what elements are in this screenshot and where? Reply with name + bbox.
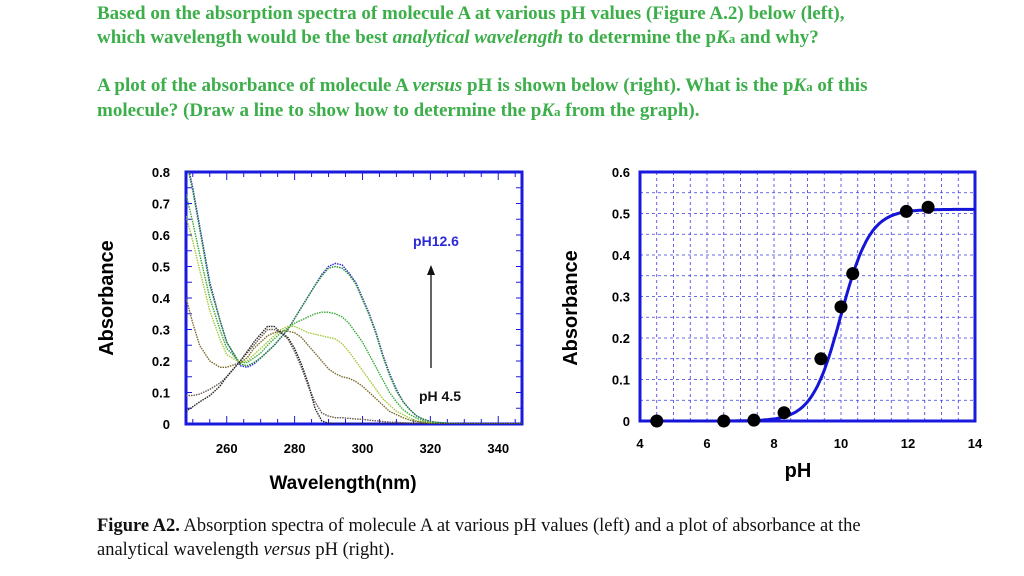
question-2: A plot of the absorbance of molecule A v… — [97, 74, 997, 124]
spectrum-line — [188, 172, 522, 424]
pka-k: K — [793, 75, 807, 96]
caption-text: analytical wavelength — [97, 540, 264, 560]
x-tick-label: 340 — [487, 441, 509, 456]
plot-frame — [638, 170, 977, 423]
right-ylabel: Absorbance — [560, 250, 582, 366]
x-tick-label: 6 — [703, 436, 710, 451]
right-xlabel: pH — [785, 460, 812, 482]
question-1-italic: analytical wavelength — [392, 27, 564, 48]
y-tick-label: 0.5 — [612, 207, 630, 222]
pka-a: a — [728, 31, 736, 46]
question-1-text: which wavelength would be the best — [97, 27, 393, 48]
question-2-text: of this — [812, 75, 868, 96]
data-point — [777, 406, 791, 420]
pka-k: K — [541, 100, 555, 121]
caption-text: pH (right). — [310, 540, 395, 560]
y-tick-label: 0.5 — [152, 260, 170, 275]
data-point — [717, 414, 731, 428]
arrow-head-icon — [427, 265, 435, 275]
question-2-text: from the graph). — [560, 100, 700, 121]
x-tick-label: 12 — [901, 436, 915, 451]
x-tick-label: 300 — [352, 441, 374, 456]
y-tick-label: 0.3 — [612, 290, 630, 305]
data-point — [834, 300, 848, 314]
y-tick-label: 0 — [163, 417, 170, 432]
y-tick-label: 0.1 — [152, 386, 170, 401]
annotation-ph-low: pH 4.5 — [419, 388, 461, 404]
y-tick-label: 0.2 — [612, 331, 630, 346]
spectrum-line — [188, 172, 522, 424]
y-tick-label: 0.8 — [152, 165, 170, 180]
question-1-text: and why? — [735, 27, 819, 48]
data-point — [814, 352, 828, 366]
pka-a: a — [806, 79, 813, 94]
plot-frame — [184, 170, 524, 426]
question-2-text: molecule? (Draw a line to show how to de… — [97, 100, 542, 121]
caption-text: Absorption spectra of molecule A at vari… — [179, 516, 861, 536]
x-tick-label: 8 — [770, 436, 777, 451]
pka-a: a — [554, 104, 561, 119]
y-tick-label: 0.6 — [152, 228, 170, 243]
spectrum-line — [186, 328, 522, 424]
data-point — [921, 200, 935, 214]
question-2-italic: versus — [412, 75, 463, 96]
y-tick-label: 0.2 — [152, 354, 170, 369]
left-ylabel: Absorbance — [96, 240, 118, 356]
spectrum-line — [186, 325, 522, 424]
y-tick-label: 0.4 — [612, 248, 631, 263]
x-tick-label: 280 — [284, 441, 306, 456]
question-2-text: pH is shown below (right). What is the p — [462, 75, 794, 96]
spectrum-line — [186, 193, 522, 424]
x-tick-label: 4 — [636, 436, 644, 451]
pka-k: K — [716, 27, 729, 48]
data-point — [846, 267, 860, 281]
question-1-text: to determine the p — [563, 27, 717, 48]
caption-italic: versus — [263, 540, 311, 560]
spectrum-line — [186, 215, 522, 424]
question-2-text: A plot of the absorbance of molecule A — [97, 75, 413, 96]
x-tick-label: 14 — [968, 436, 983, 451]
data-point — [899, 204, 913, 218]
data-point — [650, 414, 664, 428]
y-tick-label: 0.6 — [612, 165, 630, 180]
y-tick-label: 0 — [623, 414, 630, 429]
spectrum-line — [186, 297, 522, 424]
question-1: Based on the absorption spectra of molec… — [97, 2, 997, 51]
y-tick-label: 0.1 — [612, 373, 630, 388]
y-tick-label: 0.4 — [152, 291, 171, 306]
x-tick-label: 10 — [834, 436, 848, 451]
x-tick-label: 260 — [216, 441, 238, 456]
x-tick-label: 320 — [420, 441, 442, 456]
y-tick-label: 0.7 — [152, 197, 170, 212]
left-xlabel: Wavelength(nm) — [269, 473, 416, 494]
data-point — [747, 413, 761, 427]
question-1-line-1: Based on the absorption spectra of molec… — [97, 3, 845, 24]
y-tick-label: 0.3 — [152, 323, 170, 338]
fit-curve — [640, 207, 975, 423]
caption-label: Figure A2. — [97, 516, 180, 536]
figure-caption: Figure A2. Absorption spectra of molecul… — [97, 514, 997, 562]
annotation-ph-high: pH12.6 — [413, 233, 459, 249]
